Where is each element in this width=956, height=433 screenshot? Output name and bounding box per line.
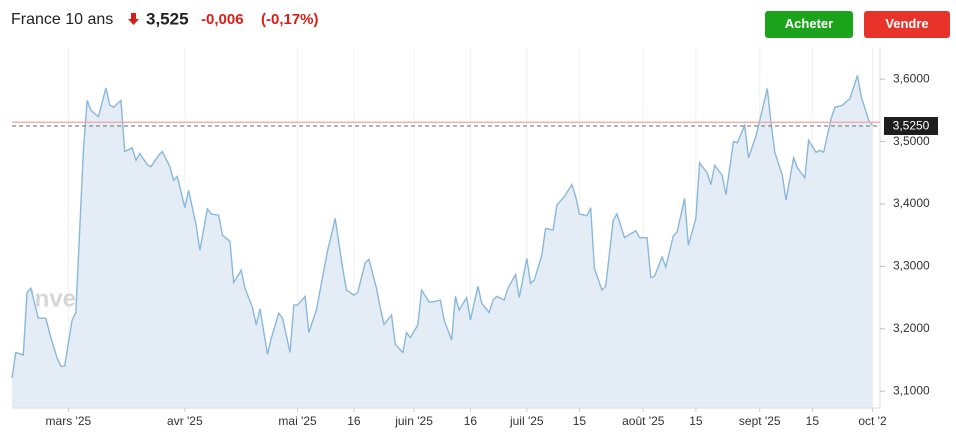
x-tick-label: avr '25: [167, 414, 203, 428]
price: 3,525: [146, 9, 189, 28]
x-tick-label: 16: [347, 414, 361, 428]
x-tick-label: juil '25: [509, 414, 544, 428]
y-tick-label: 3,6000: [893, 71, 930, 85]
area: [12, 75, 873, 409]
x-tick-label: 16: [464, 414, 478, 428]
current-price-box: [884, 116, 938, 135]
x-tick-label: 15: [689, 414, 703, 428]
x-tick-label: 15: [806, 414, 820, 428]
price-change: -0,006: [201, 11, 244, 28]
x-tick-label: oct '2: [858, 414, 887, 428]
x-tick-label: 15: [573, 414, 587, 428]
sell-button[interactable]: Vendre: [864, 11, 950, 38]
y-tick-label: 3,3000: [893, 259, 930, 273]
sell-button-bg: [864, 11, 950, 38]
down-arrow-icon: [128, 13, 139, 25]
x-tick-label: mai '25: [278, 414, 317, 428]
x-tick-label: juin '25: [394, 414, 433, 428]
y-tick-label: 3,5000: [893, 134, 930, 148]
x-tick-label: sept '25: [739, 414, 781, 428]
current-price-label: 3,5250: [893, 119, 930, 133]
x-tick-label: mars '25: [46, 414, 92, 428]
instrument-title: France 10 ans: [11, 11, 113, 28]
buy-button[interactable]: Acheter: [765, 11, 853, 38]
sell-button-label: Vendre: [885, 16, 928, 31]
x-tick-label: août '25: [622, 414, 665, 428]
price-change-pct: (-0,17%): [261, 11, 319, 28]
y-tick-label: 3,2000: [893, 321, 930, 335]
buy-button-label: Acheter: [785, 16, 833, 31]
y-tick-label: 3,4000: [893, 196, 930, 210]
buy-button-bg: [765, 11, 853, 38]
line: [11, 75, 874, 379]
y-tick-label: 3,1000: [893, 383, 930, 397]
